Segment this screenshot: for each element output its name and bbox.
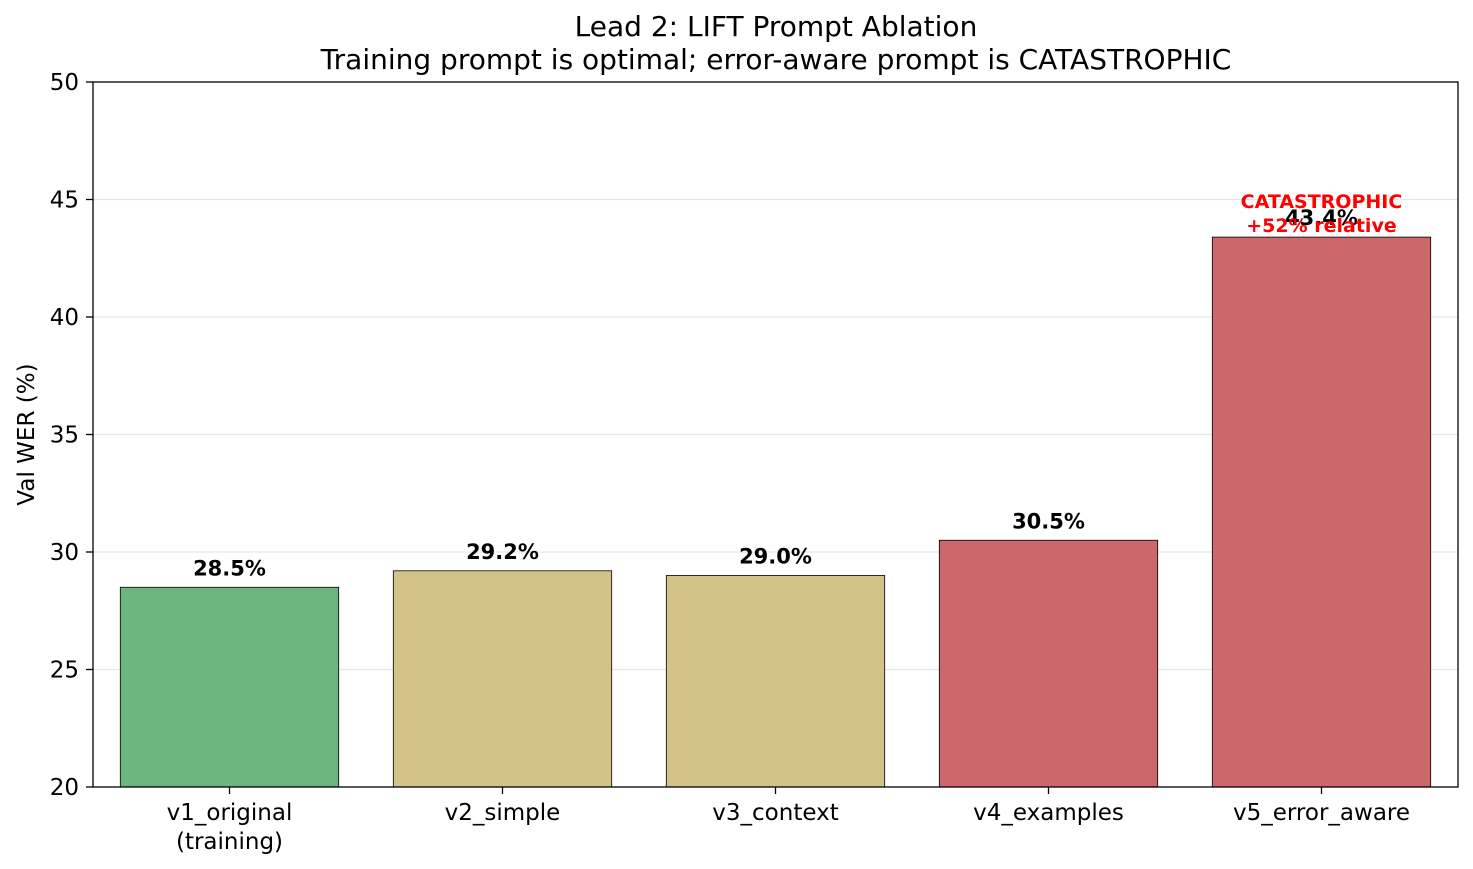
bar-value-label: 29.0%	[739, 545, 812, 569]
x-tick-label: v2_simple	[445, 800, 561, 826]
annotation-text: +52% relative	[1246, 215, 1396, 237]
x-tick-label: v4_examples	[973, 800, 1124, 826]
bar-value-label: 30.5%	[1012, 509, 1085, 533]
bar-value-label: 29.2%	[466, 540, 539, 564]
annotation-text: CATASTROPHIC	[1241, 191, 1403, 213]
bars	[119, 236, 1432, 788]
y-tick-label: 40	[50, 305, 79, 331]
y-tick-label: 30	[50, 540, 79, 566]
x-axis-ticks: v1_original (training) v2_simple v3_context…	[167, 787, 1410, 855]
bar	[938, 539, 1159, 788]
y-tick-label: 45	[50, 188, 79, 214]
x-tick-label: v5_error_aware	[1233, 800, 1410, 826]
x-tick-label: v1_original	[167, 800, 293, 826]
annotation: CATASTROPHIC+52% relative	[1241, 191, 1403, 237]
y-tick-label: 35	[50, 423, 79, 449]
y-axis-label: Val WER (%)	[14, 363, 40, 505]
chart-title: Lead 2: LIFT Prompt Ablation	[575, 10, 978, 43]
value-labels: 28.5% 29.2% 29.0% 30.5% 43.4%	[193, 206, 1358, 580]
plot-frame	[92, 81, 1459, 788]
bar-value-label: 43.4%	[1285, 206, 1358, 230]
y-axis-ticks: 20 25 30 35 40 45 50	[50, 70, 93, 801]
y-tick-label: 20	[50, 775, 79, 801]
chart-subtitle: Training prompt is optimal; error-aware …	[320, 43, 1232, 76]
bar	[119, 586, 340, 788]
bar-value-label: 28.5%	[193, 556, 266, 580]
bar	[665, 575, 886, 788]
y-tick-label: 25	[50, 658, 79, 684]
bar	[1211, 236, 1432, 788]
x-tick-label: v3_context	[712, 800, 838, 826]
x-tick-label: (training)	[176, 829, 283, 855]
y-tick-label: 50	[50, 70, 79, 96]
bar	[392, 570, 613, 788]
